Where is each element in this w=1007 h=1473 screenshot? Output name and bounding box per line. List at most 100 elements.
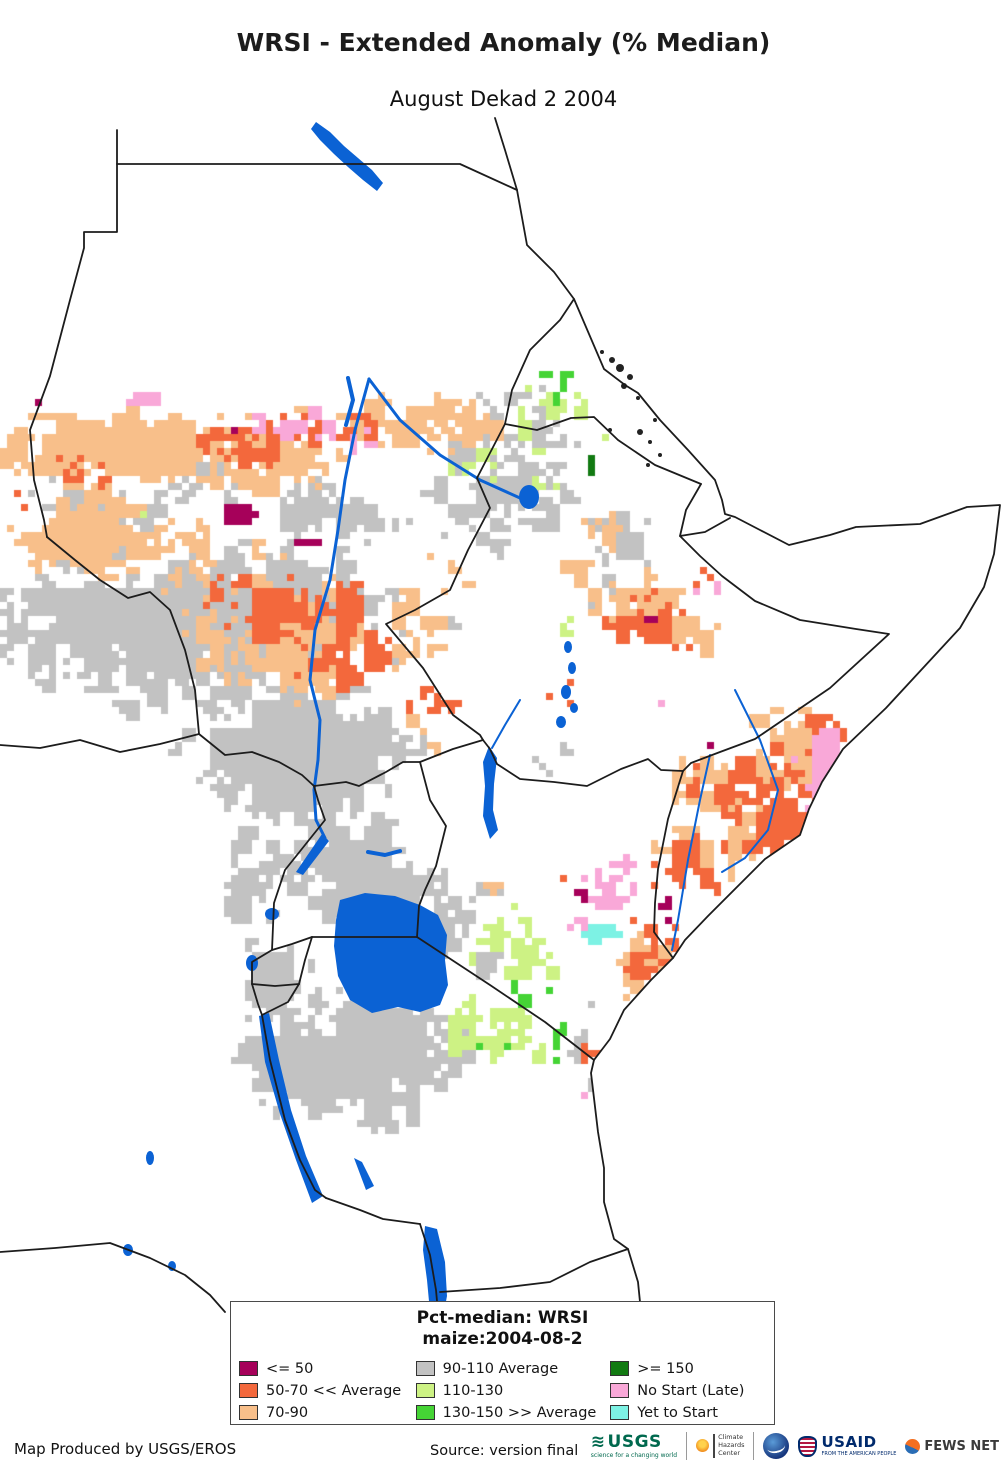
border-tanzania-mozambique bbox=[439, 1248, 629, 1293]
shabelle-river bbox=[721, 689, 779, 873]
border-sudan-uganda-kenya bbox=[313, 739, 484, 787]
border-kenya-tanzania bbox=[416, 936, 595, 1061]
chc-line3: Center bbox=[718, 1448, 741, 1457]
legend-swatch bbox=[239, 1361, 258, 1376]
lake-tana bbox=[519, 485, 539, 509]
border-rwanda-burundi bbox=[251, 983, 300, 987]
legend-swatch bbox=[415, 1383, 435, 1398]
border-egypt-sudan bbox=[116, 163, 518, 191]
border-drc-zambia bbox=[0, 1242, 226, 1313]
border-tanzania-zambia bbox=[325, 1197, 421, 1225]
legend-label: 130-150 >> Average bbox=[442, 1404, 597, 1421]
legend-title: Pct-median: WRSI maize:2004-08-2 bbox=[231, 1308, 774, 1351]
lake-malawi bbox=[423, 1226, 447, 1312]
chc-line2: Hazards bbox=[718, 1441, 745, 1450]
albert-nile-river bbox=[312, 788, 327, 840]
legend-label: >= 150 bbox=[637, 1360, 694, 1377]
footer-logos: ≋ USGS science for a changing world Clima… bbox=[591, 1432, 999, 1460]
border-sudan-ethiopia bbox=[385, 423, 506, 741]
blue-nile-river bbox=[367, 377, 522, 500]
usgs-tagline: science for a changing world bbox=[590, 1451, 678, 1459]
island-dot bbox=[600, 350, 604, 354]
island-dot bbox=[648, 440, 652, 444]
border-burundi-tanzania bbox=[261, 983, 300, 1016]
nile-river bbox=[344, 376, 355, 427]
legend-entry: 90-110 Average bbox=[415, 1360, 611, 1377]
usgs-wave-icon: ≋ bbox=[590, 1431, 606, 1452]
lake-tanganyika bbox=[259, 1013, 323, 1203]
fews-globe-icon bbox=[905, 1438, 921, 1454]
island-dot bbox=[637, 429, 643, 435]
usaid-text: USAID FROM THE AMERICAN PEOPLE bbox=[821, 1433, 896, 1458]
usgs-logo: ≋ USGS science for a changing world bbox=[590, 1431, 678, 1459]
legend-label: Yet to Start bbox=[637, 1404, 718, 1421]
legend-swatch bbox=[239, 1405, 258, 1420]
legend-swatch bbox=[239, 1383, 258, 1398]
chc-line1: Climate bbox=[718, 1433, 744, 1442]
legend-label: 90-110 Average bbox=[442, 1360, 559, 1377]
border-kenya-somalia bbox=[653, 770, 684, 959]
legend-swatch bbox=[415, 1405, 435, 1420]
fewsnet-name: FEWS NET bbox=[924, 1438, 999, 1454]
usgs-name: ≋ USGS bbox=[590, 1431, 662, 1452]
chc-text: Climate Hazards Center bbox=[713, 1433, 745, 1458]
fewsnet-logo: FEWS NET bbox=[905, 1438, 999, 1454]
island-dot bbox=[609, 357, 615, 363]
noaa-logo bbox=[763, 1433, 790, 1459]
legend-column: >= 150 No Start (Late) Yet to Start bbox=[610, 1361, 774, 1421]
lake-turkana bbox=[483, 746, 498, 839]
lake-victoria bbox=[334, 893, 448, 1013]
usaid-shield-icon bbox=[798, 1435, 818, 1457]
legend-entries: <= 50 50-70 << Average 70-90 90-110 Average… bbox=[239, 1361, 774, 1421]
legend-entry: >= 150 bbox=[610, 1361, 774, 1377]
map-source: Source: version final bbox=[430, 1443, 579, 1459]
rift-lake-1 bbox=[564, 641, 572, 653]
map-title: WRSI - Extended Anomaly (% Median) bbox=[236, 28, 771, 57]
legend-swatch bbox=[610, 1361, 630, 1376]
legend-column: 90-110 Average 110-130 130-150 >> Average bbox=[415, 1360, 611, 1421]
lake-rukwa bbox=[354, 1158, 374, 1190]
logo-separator bbox=[753, 1432, 755, 1460]
border-drc-rwanda bbox=[251, 949, 273, 985]
lake-abaya bbox=[556, 716, 566, 728]
usaid-name: USAID bbox=[821, 1433, 877, 1451]
logo-separator bbox=[686, 1432, 688, 1460]
map-subtitle: August Dekad 2 2004 bbox=[389, 87, 618, 111]
legend-entry: 130-150 >> Average bbox=[415, 1404, 611, 1421]
legend-entry: 50-70 << Average bbox=[239, 1383, 416, 1399]
map-legend: Pct-median: WRSI maize:2004-08-2 <= 50 50… bbox=[230, 1301, 775, 1425]
legend-label: 70-90 bbox=[266, 1404, 309, 1421]
border-ethiopia-somalia bbox=[679, 535, 890, 772]
legend-entry: 110-130 bbox=[415, 1382, 611, 1399]
lake-albert bbox=[296, 834, 329, 875]
island-dot bbox=[616, 364, 624, 372]
legend-label: 50-70 << Average bbox=[266, 1382, 402, 1399]
usaid-logo: USAID FROM THE AMERICAN PEOPLE bbox=[798, 1435, 896, 1457]
rift-lake-3 bbox=[561, 685, 571, 699]
border-rwanda-uganda bbox=[271, 936, 313, 951]
border-uganda-kenya bbox=[416, 761, 447, 938]
legend-entry: No Start (Late) bbox=[610, 1383, 774, 1399]
border-car-drc bbox=[0, 733, 200, 753]
border-car-sudan bbox=[46, 536, 200, 735]
lake-kyoga bbox=[366, 849, 402, 857]
island-dot bbox=[636, 396, 640, 400]
border-sudan-eritrea bbox=[504, 298, 575, 425]
legend-swatch bbox=[610, 1383, 630, 1398]
island-dot bbox=[658, 453, 662, 457]
legend-label: 110-130 bbox=[442, 1382, 504, 1399]
border-eritrea-ethiopia bbox=[504, 416, 702, 485]
rift-lake-2 bbox=[568, 662, 576, 674]
border-libya-sudan-chad bbox=[29, 163, 118, 538]
rift-lake-4 bbox=[570, 703, 578, 713]
border-drc-burundi bbox=[251, 983, 263, 1016]
border-drc-tanzania bbox=[261, 1014, 327, 1199]
border-coastline bbox=[494, 117, 1001, 1313]
border-ethiopia-kenya bbox=[482, 739, 684, 787]
island-dot bbox=[653, 418, 657, 422]
legend-entry: <= 50 bbox=[239, 1361, 416, 1377]
island-dot bbox=[627, 374, 633, 380]
noaa-icon bbox=[763, 1433, 790, 1459]
